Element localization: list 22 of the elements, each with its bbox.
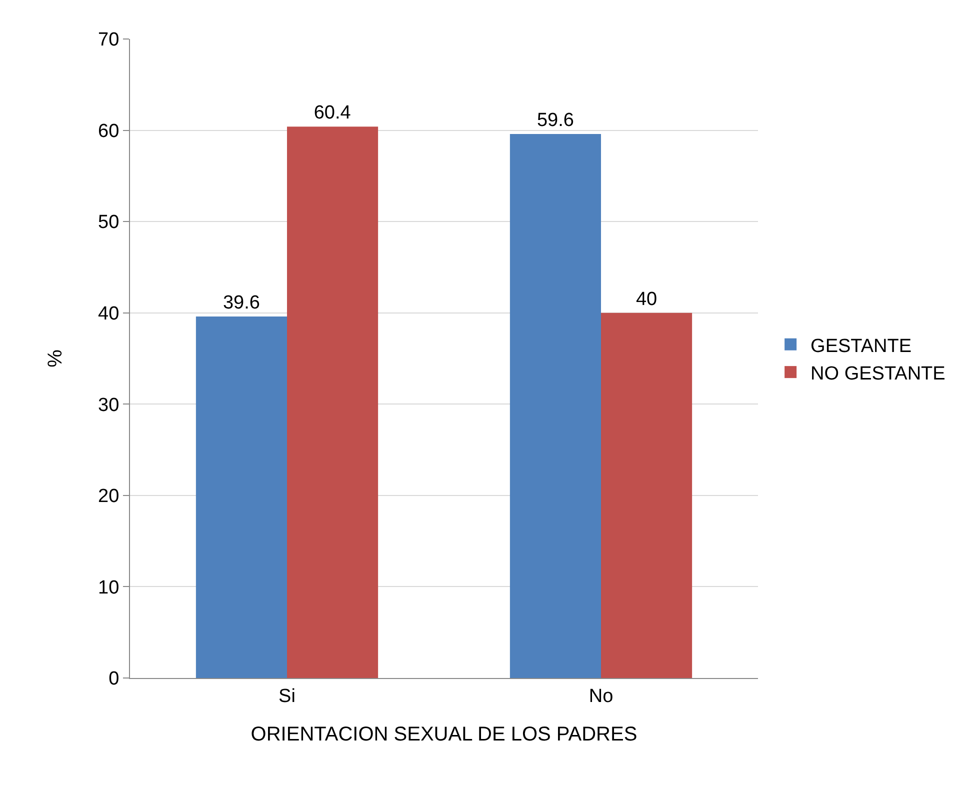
y-axis-title: %: [44, 349, 67, 368]
x-tick-label: Si: [278, 686, 296, 707]
legend-label: GESTANTE: [810, 336, 912, 357]
legend-label: NO GESTANTE: [810, 363, 946, 384]
y-tick-label: 50: [98, 212, 120, 234]
bar: [196, 316, 287, 678]
bar: [510, 134, 601, 678]
x-axis-title: ORIENTACION SEXUAL DE LOS PADRES: [250, 723, 638, 746]
y-tick-label: 70: [98, 30, 120, 51]
y-tick-label: 0: [108, 668, 120, 690]
data-label: 59.6: [536, 110, 574, 131]
bar: [287, 126, 378, 678]
y-tick-label: 30: [98, 394, 120, 416]
y-tick-label: 60: [98, 120, 120, 142]
y-tick-label: 20: [98, 486, 120, 508]
data-label: 39.6: [222, 292, 260, 314]
x-tick-label: No: [588, 686, 614, 707]
y-tick-label: 40: [98, 304, 120, 325]
y-tick-label: 10: [98, 577, 120, 598]
data-label: 40: [636, 288, 658, 310]
data-label: 60.4: [314, 102, 352, 124]
bar: [601, 312, 692, 678]
